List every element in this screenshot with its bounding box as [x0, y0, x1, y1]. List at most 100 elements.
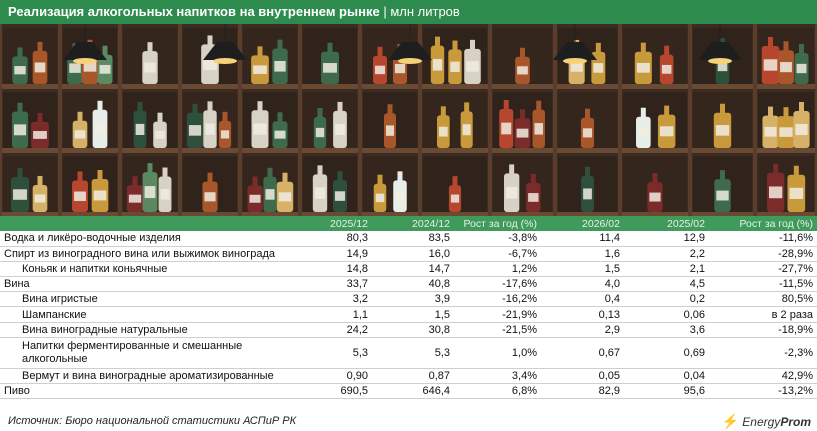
table-row: Вина виноградные натуральные 24,2 30,8 -21,…: [0, 322, 817, 338]
row-value-col-4: 1,5: [541, 261, 624, 278]
row-value-col-1: 690,5: [296, 383, 372, 400]
shelf-divider: [298, 24, 302, 216]
row-value-col-1: 5,3: [296, 337, 372, 369]
row-value-col-3: 1,0%: [454, 337, 541, 369]
shelf-divider: [815, 24, 817, 216]
bottle-label: [715, 125, 730, 136]
shelf-divider: [618, 24, 622, 216]
bottle-label: [278, 192, 292, 202]
bottle-label: [764, 126, 777, 137]
bottle-label: [253, 65, 267, 74]
bottle-neck: [799, 43, 804, 54]
row-value-col-2: 3,9: [372, 291, 454, 308]
row-value-col-2: 83,5: [372, 231, 454, 247]
bottle-neck: [77, 171, 83, 182]
bottle-label: [265, 189, 275, 200]
table-header-row: 2025/12 2024/12 Рост за год (%) 2026/02 2025…: [0, 216, 817, 231]
shelf-divider: [58, 24, 62, 216]
bottle-neck: [793, 165, 799, 176]
bottle-label: [385, 125, 395, 136]
bottle-neck: [147, 42, 153, 53]
bottle-neck: [317, 165, 323, 176]
bottle-label: [593, 63, 604, 73]
bottle-label: [796, 63, 807, 74]
bottle-neck: [147, 163, 153, 174]
shelf-compartment: [303, 156, 357, 212]
lamp-cord: [574, 24, 576, 42]
bottle-label: [93, 190, 107, 201]
page-title: Реализация алкогольных напитков на внутр…: [8, 4, 380, 19]
row-value-col-5: 0,69: [624, 337, 709, 369]
bottle-label: [74, 191, 86, 201]
lamp-shade: [388, 42, 432, 60]
table-header: 2025/12 2024/12 Рост за год (%) 2026/02 2025…: [0, 216, 817, 231]
bottle-label: [34, 194, 46, 203]
shelf-compartment: [493, 156, 552, 212]
shelf-compartment: [243, 92, 297, 148]
bottle-neck: [327, 42, 333, 53]
lamp-cord: [224, 24, 226, 42]
shelf-divider: [238, 24, 242, 216]
bottle-neck: [585, 166, 590, 177]
row-value-col-2: 30,8: [372, 322, 454, 338]
header-category: [0, 216, 296, 231]
bottle-neck: [768, 106, 773, 117]
bottle-label: [763, 59, 778, 71]
row-value-col-5: 12,9: [624, 231, 709, 247]
bottle-neck: [37, 112, 43, 123]
bottle-neck: [252, 176, 258, 187]
row-value-col-3: -6,7%: [454, 246, 541, 262]
shelf-compartment: [123, 92, 177, 148]
sales-table: 2025/12 2024/12 Рост за год (%) 2026/02 2025…: [0, 216, 817, 400]
row-label: Вина: [0, 276, 296, 293]
bottle-label: [69, 63, 81, 73]
bottle-label: [789, 187, 804, 199]
bottle-label: [274, 130, 286, 139]
bottle-neck: [222, 111, 228, 122]
shelf-divider: [358, 24, 362, 216]
header-col-5: 2025/02: [667, 217, 705, 230]
bottle-neck: [640, 42, 646, 53]
shelf-divider: [553, 24, 557, 216]
bottle-neck: [192, 103, 198, 114]
table-row: Вермут и вина виноградные ароматизирован…: [0, 368, 817, 385]
bottle-label: [717, 60, 728, 72]
shelf-divider: [753, 24, 757, 216]
energyprom-logo: ⚡ EnergyProm: [722, 413, 811, 430]
bottle-label: [375, 65, 385, 75]
lamp-shade: [63, 42, 107, 60]
shelf-board: [0, 212, 817, 216]
shelf-divider: [118, 24, 122, 216]
row-value-col-1: 0,90: [296, 368, 372, 385]
bottle-label: [466, 61, 479, 72]
row-label: Вина игристые: [0, 291, 296, 308]
shelf-compartment: [3, 28, 57, 84]
row-value-col-6: -2,3%: [709, 337, 817, 369]
bottle-neck: [157, 112, 163, 123]
shelf-compartment: [363, 156, 417, 212]
shelf-compartment: [243, 28, 297, 84]
bottle-label: [795, 123, 808, 136]
shelf-compartment: [623, 28, 687, 84]
row-value-col-3: -16,2%: [454, 291, 541, 308]
row-value-col-1: 14,9: [296, 246, 372, 262]
header-col-2: 2024/12: [412, 217, 450, 230]
bottle-neck: [536, 100, 542, 111]
bar-shelf-illustration: [0, 24, 817, 216]
bottle-neck: [595, 42, 601, 53]
bottle-neck: [397, 171, 403, 182]
bottle-label: [14, 66, 26, 75]
bottle-neck: [37, 175, 43, 186]
shelf-compartment: [63, 156, 117, 212]
row-value-col-5: 2,1: [624, 261, 709, 278]
row-value-col-6: в 2 раза: [709, 306, 817, 323]
lamp-bulb: [213, 58, 237, 64]
row-value-col-6: -13,2%: [709, 383, 817, 400]
row-value-col-4: 0,13: [541, 306, 624, 323]
bottle-label: [155, 130, 165, 139]
bottle-label: [516, 128, 529, 138]
bottle-label: [462, 124, 471, 136]
row-value-col-4: 0,05: [541, 368, 624, 385]
bottle-neck: [102, 45, 108, 56]
bottle-label: [314, 187, 326, 199]
